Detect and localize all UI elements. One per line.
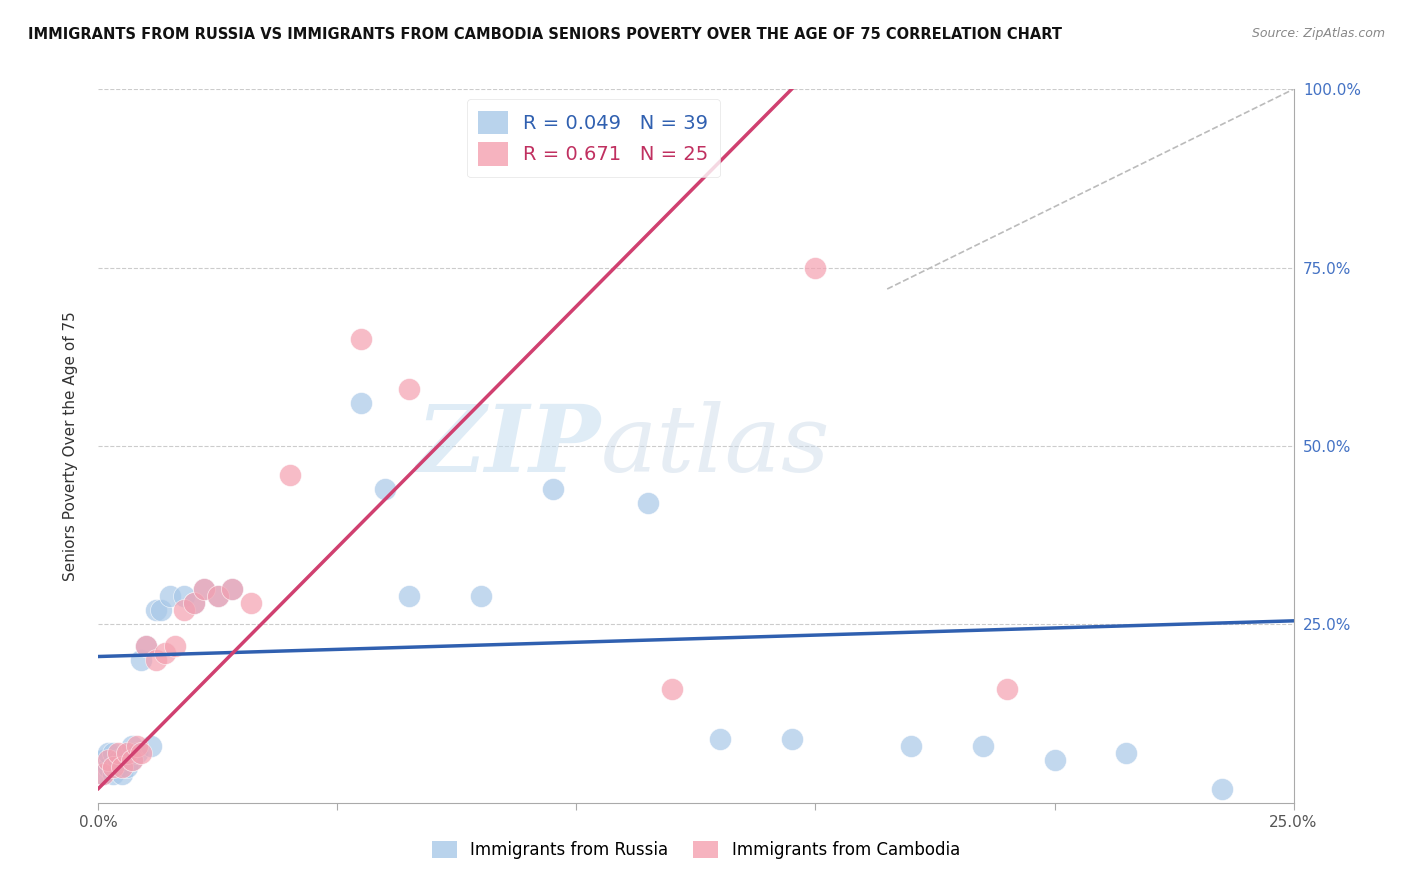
Point: [131, 746, 153, 760]
Point: [125, 739, 148, 753]
Point: [183, 596, 205, 610]
Point: [173, 589, 195, 603]
Point: [135, 639, 157, 653]
Point: [240, 596, 263, 610]
Point: [900, 739, 922, 753]
Point: [101, 746, 124, 760]
Point: [374, 482, 396, 496]
Point: [183, 596, 205, 610]
Point: [91, 767, 114, 781]
Point: [163, 639, 186, 653]
Point: [101, 767, 124, 781]
Point: [107, 760, 129, 774]
Point: [111, 753, 134, 767]
Point: [149, 603, 172, 617]
Point: [145, 603, 167, 617]
Point: [145, 653, 167, 667]
Point: [637, 496, 659, 510]
Point: [115, 746, 138, 760]
Point: [121, 753, 143, 767]
Point: [131, 653, 153, 667]
Point: [121, 739, 143, 753]
Point: [159, 589, 181, 603]
Point: [1115, 746, 1137, 760]
Point: [97, 746, 120, 760]
Point: [135, 639, 157, 653]
Point: [541, 482, 564, 496]
Point: [972, 739, 994, 753]
Point: [91, 753, 114, 767]
Point: [115, 760, 138, 774]
Point: [221, 582, 243, 596]
Point: [221, 582, 243, 596]
Point: [193, 582, 215, 596]
Point: [111, 760, 134, 774]
Point: [804, 260, 827, 275]
Point: [107, 753, 129, 767]
Text: atlas: atlas: [600, 401, 830, 491]
Point: [125, 746, 148, 760]
Point: [398, 382, 420, 396]
Point: [97, 760, 120, 774]
Point: [121, 753, 143, 767]
Point: [278, 467, 301, 482]
Point: [155, 646, 177, 660]
Point: [1043, 753, 1066, 767]
Legend: Immigrants from Russia, Immigrants from Cambodia: Immigrants from Russia, Immigrants from …: [425, 834, 967, 866]
Point: [193, 582, 215, 596]
Point: [139, 739, 162, 753]
Point: [350, 332, 373, 346]
Point: [780, 731, 803, 746]
Point: [661, 681, 683, 696]
Point: [101, 760, 124, 774]
Text: Source: ZipAtlas.com: Source: ZipAtlas.com: [1251, 27, 1385, 40]
Point: [207, 589, 229, 603]
Point: [995, 681, 1018, 696]
Y-axis label: Seniors Poverty Over the Age of 75: Seniors Poverty Over the Age of 75: [63, 311, 77, 581]
Point: [173, 603, 195, 617]
Point: [111, 767, 134, 781]
Point: [107, 746, 129, 760]
Point: [115, 746, 138, 760]
Point: [97, 753, 120, 767]
Point: [207, 589, 229, 603]
Point: [398, 589, 420, 603]
Text: IMMIGRANTS FROM RUSSIA VS IMMIGRANTS FROM CAMBODIA SENIORS POVERTY OVER THE AGE : IMMIGRANTS FROM RUSSIA VS IMMIGRANTS FRO…: [28, 27, 1062, 42]
Point: [350, 396, 373, 410]
Point: [470, 589, 492, 603]
Point: [91, 767, 114, 781]
Point: [1211, 781, 1233, 796]
Point: [709, 731, 731, 746]
Text: ZIP: ZIP: [416, 401, 600, 491]
